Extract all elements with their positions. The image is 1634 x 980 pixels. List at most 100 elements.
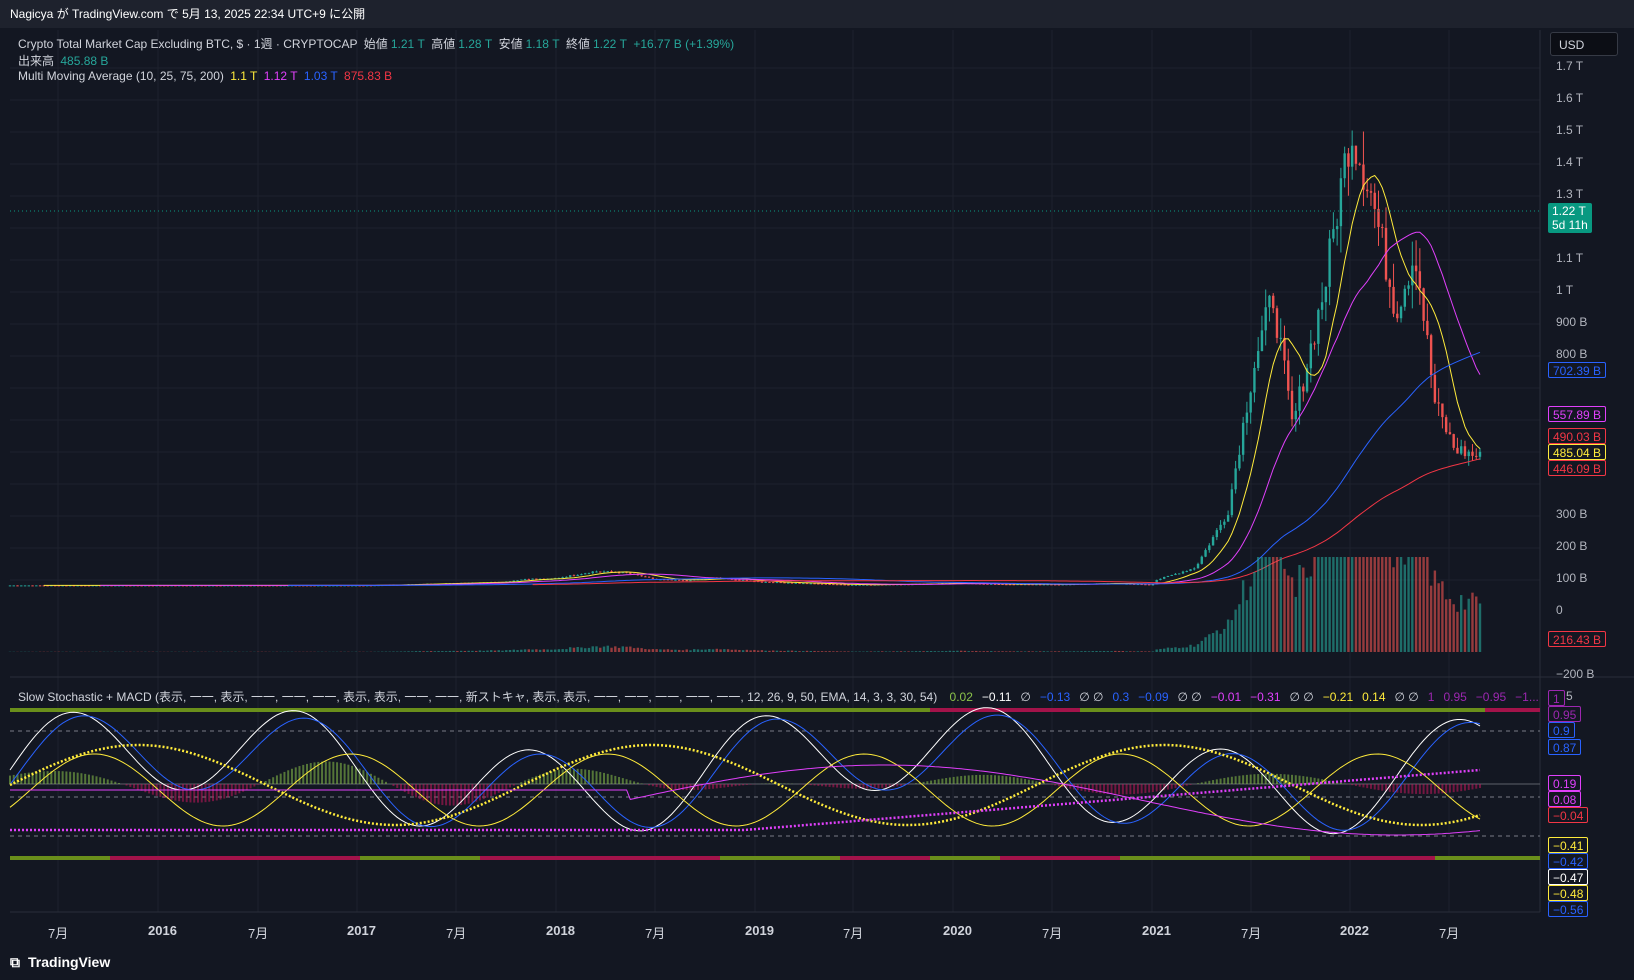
macd-histogram-bar [1140, 784, 1143, 794]
volume-bar [614, 646, 617, 652]
volume-bar [884, 651, 888, 652]
volume-bar [1193, 646, 1196, 652]
candle-body [1411, 265, 1414, 286]
volume-bar [997, 651, 1000, 652]
candle-body [1219, 524, 1222, 531]
macd-histogram-bar [1471, 784, 1474, 790]
macd-histogram-bar [715, 784, 718, 789]
volume-bar [527, 649, 531, 652]
volume-bar [756, 650, 760, 652]
macd-histogram-bar [1121, 784, 1124, 795]
macd-histogram-bar [392, 784, 395, 787]
volume-bar [975, 650, 978, 652]
macd-histogram-bar [565, 769, 568, 784]
volume-bar [1095, 650, 1098, 652]
macd-histogram-bar [1159, 784, 1162, 791]
candle-body [1253, 367, 1256, 393]
macd-histogram-bar [1291, 774, 1294, 784]
indicator-value: −0.13 [1039, 690, 1071, 704]
volume-bar [1471, 592, 1474, 652]
macd-histogram-bar [215, 784, 218, 801]
macd-histogram-bar [907, 784, 910, 785]
macd-histogram-bar [685, 784, 688, 791]
candle-body [1320, 302, 1324, 310]
candle-body [1136, 584, 1140, 586]
macd-histogram-bar [16, 774, 19, 784]
macd-histogram-bar [61, 771, 64, 784]
macd-histogram-bar [655, 784, 658, 787]
volume-legend: 出来高 485.88 B [18, 52, 111, 69]
macd-histogram-bar [1264, 773, 1267, 784]
macd-histogram-bar [369, 773, 372, 784]
macd-histogram-bar [354, 767, 357, 784]
volume-bar [662, 649, 666, 652]
macd-histogram-bar [1148, 784, 1151, 793]
candle-body [768, 581, 771, 583]
trend-band-bottom [840, 856, 930, 860]
macd-histogram-bar [851, 784, 854, 789]
macd-histogram-bar [9, 775, 11, 784]
chart-area[interactable] [10, 28, 1622, 946]
macd-histogram-bar [1475, 784, 1478, 789]
macd-histogram-bar [223, 784, 226, 799]
macd-histogram-bar [114, 781, 117, 784]
volume-bar [576, 646, 579, 652]
macd-histogram-bar [1005, 776, 1008, 784]
osc-tag: 0.87 [1548, 739, 1582, 755]
candle-body [678, 579, 681, 581]
indicator-label[interactable]: Slow Stochastic + MACD (表示, 一一, 表示, 一一, … [18, 690, 938, 704]
indicator-value: ∅ ∅ [1177, 690, 1202, 704]
candle-body [1193, 568, 1196, 570]
macd-histogram-bar [990, 775, 993, 784]
macd-histogram-bar [456, 784, 459, 806]
candle-body [651, 577, 655, 579]
volume-bar [1392, 567, 1395, 652]
candle-body [835, 584, 839, 586]
macd-histogram-bar [1407, 784, 1410, 794]
volume-bar [429, 651, 433, 652]
volume-bar [587, 647, 591, 652]
volume-bar [456, 650, 459, 652]
tradingview-logo[interactable]: ⧉ TradingView [10, 954, 110, 971]
macd-histogram-bar [896, 784, 899, 787]
candle-body [561, 577, 564, 579]
candle-body [1038, 584, 1042, 586]
macd-histogram-bar [956, 776, 959, 784]
volume-bar [899, 651, 903, 652]
macd-histogram-bar [1306, 776, 1309, 784]
macd-histogram-bar [1317, 778, 1320, 784]
macd-histogram-bar [1302, 776, 1305, 784]
brand-text: TradingView [28, 954, 111, 970]
macd-histogram-bar [1358, 784, 1361, 787]
macd-histogram-bar [903, 784, 906, 786]
ma-label[interactable]: Multi Moving Average (10, 25, 75, 200) [18, 69, 224, 83]
volume-bar [1016, 651, 1019, 652]
volume-bar [508, 650, 512, 652]
macd-histogram-bar [260, 782, 263, 784]
indicator-value: −0.95 [1475, 690, 1507, 704]
volume-bar [1114, 650, 1117, 652]
macd-histogram-bar [768, 783, 771, 784]
time-axis-label: 2021 [1142, 923, 1171, 938]
symbol-title[interactable]: Crypto Total Market Cap Excluding BTC, $… [18, 37, 358, 51]
macd-histogram-bar [1054, 784, 1057, 786]
currency-selector[interactable]: USD [1550, 32, 1618, 56]
candle-body [1403, 288, 1407, 307]
macd-histogram-bar [618, 776, 621, 784]
volume-bar [407, 651, 410, 652]
macd-histogram-bar [712, 784, 715, 789]
volume-bar [1035, 651, 1038, 652]
macd-histogram-bar [847, 784, 850, 789]
macd-histogram-bar [1204, 781, 1207, 784]
volume-bar [678, 649, 681, 652]
candle-body [1399, 306, 1403, 319]
candle-body [1456, 447, 1459, 454]
time-axis-label: 7月 [843, 926, 864, 941]
candle-body [854, 584, 858, 586]
volume-bar [892, 651, 895, 652]
volume-bar [1467, 598, 1470, 652]
macd-histogram-bar [170, 784, 173, 800]
volume-bar [659, 649, 662, 652]
macd-histogram-bar [606, 773, 609, 784]
